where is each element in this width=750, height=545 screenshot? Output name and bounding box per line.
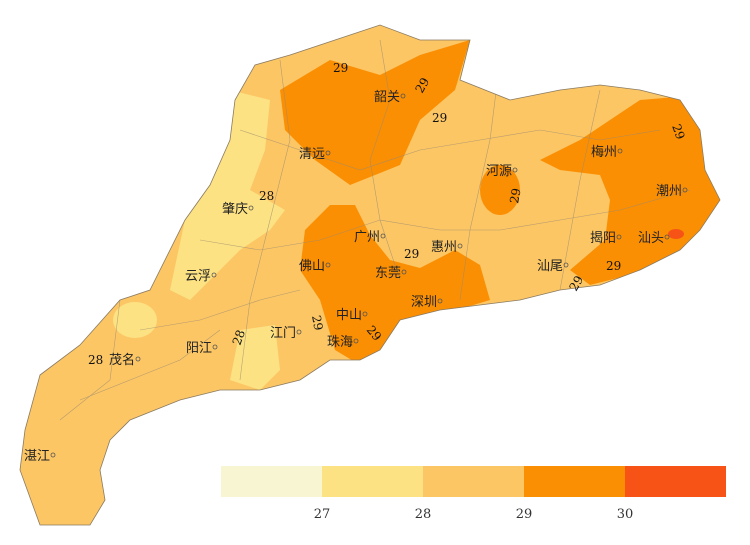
city-marker-icon [512,167,518,173]
zone-29-30-north [280,40,470,185]
contour-label: 29 [404,247,419,261]
city-label: 揭阳 [590,231,616,246]
city-label: 湛江 [24,449,50,464]
city-marker-icon [325,150,331,156]
city-marker-icon [353,338,359,344]
city-label: 深圳 [411,295,437,310]
city-label: 江门 [270,326,296,341]
contour-label: 29 [333,61,348,75]
city-marker-icon [457,243,463,249]
contour-label: 29 [566,273,586,293]
city-label: 韶关 [374,89,400,105]
city-marker-icon [362,311,368,317]
city-label: 肇庆 [222,202,248,217]
contour-label: 28 [259,189,274,203]
city-marker-icon [682,187,688,193]
city-marker-icon [437,298,443,304]
contour-label: 29 [507,187,523,204]
zone-above-30 [668,229,684,239]
city-marker-icon [664,234,670,240]
city-label: 惠州 [431,240,457,255]
legend-swatch [322,466,423,497]
contour-label: 29 [669,122,687,141]
city-marker-icon [563,262,569,268]
legend-tick-label: 30 [617,507,634,522]
province-outline [19,24,721,526]
city-label: 佛山 [299,259,325,274]
city-label: 云浮 [185,269,211,284]
city-marker-icon [212,344,218,350]
city-label: 东莞 [375,266,401,281]
city-marker-icon [617,148,623,154]
city-label: 广州 [354,230,380,245]
city-label: 汕尾 [537,259,563,274]
city-label: 茂名 [109,352,135,368]
legend-swatch [423,466,524,497]
contour-label: 28 [88,353,103,367]
city-label: 梅州 [591,145,617,160]
city-label: 河源 [486,164,512,179]
city-marker-icon [325,262,331,268]
city-marker-icon [50,452,56,458]
zone-27-28-small [113,302,157,338]
legend-tick-label: 27 [314,507,331,522]
zone-29-30-heyuan [480,165,520,215]
city-marker-icon [616,234,622,240]
city-label: 阳江 [186,341,212,356]
city-marker-icon [248,205,254,211]
legend-swatch [221,466,322,497]
city-label: 珠海 [327,335,353,350]
city-label: 潮州 [656,184,682,199]
legend-tick-label: 29 [516,507,533,522]
city-label: 汕头 [638,231,664,246]
zone-27-28-jiangmen [230,325,280,390]
legend-swatch [524,466,625,497]
legend-tick-label: 28 [415,507,432,522]
city-label: 清远 [299,147,325,162]
city-label: 中山 [336,308,362,323]
color-legend: 27 28 29 30 [221,466,726,522]
county-borders [59,39,691,421]
city-marker-icon [296,329,302,335]
contour-label: 29 [606,259,621,273]
city-marker-icon [401,269,407,275]
city-marker-icon [135,356,141,362]
contour-label: 29 [412,75,432,95]
contour-label: 29 [309,314,325,331]
city-marker-icon [400,93,406,99]
contour-label: 29 [432,111,447,125]
zone-29-30-central [300,205,490,365]
contour-label: 28 [230,328,248,347]
zone-27-28-west [170,90,285,300]
legend-swatch [625,466,726,497]
city-marker-icon [380,233,386,239]
city-marker-icon [211,272,217,278]
